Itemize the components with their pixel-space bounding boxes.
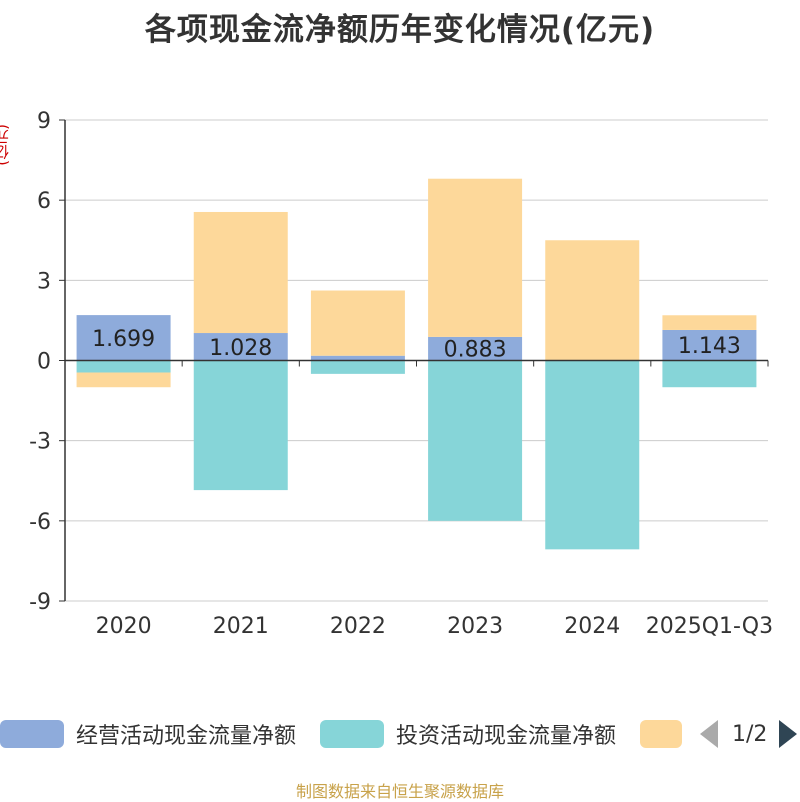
data-label: 1.699 xyxy=(92,327,155,352)
bar-segment-third xyxy=(194,212,288,333)
y-tick-label: -9 xyxy=(29,590,51,615)
bar-segment-third xyxy=(311,291,405,356)
legend-swatch-investing xyxy=(320,720,384,748)
legend-swatch-third xyxy=(640,720,682,748)
bar-segment-investing xyxy=(194,361,288,491)
bar-segment-third xyxy=(545,240,639,360)
y-tick-label: 0 xyxy=(37,350,51,375)
x-tick-label: 2020 xyxy=(96,614,152,639)
bar-segment-investing xyxy=(545,361,639,549)
data-label: 0.883 xyxy=(444,338,507,363)
y-tick-label: -3 xyxy=(29,430,51,455)
legend-page-indicator: 1/2 xyxy=(732,722,767,747)
data-source-footer: 制图数据来自恒生聚源数据库 xyxy=(0,778,800,802)
bar-chart: 9 6 3 0 -3 -6 -9 2020 2021 2022 2023 2024 2025Q1-Q3 1… xyxy=(0,0,800,700)
bar-segment-third xyxy=(77,373,171,388)
x-tick-label: 2022 xyxy=(330,614,386,639)
legend-item-operating[interactable]: 经营活动现金流量净额 xyxy=(0,716,296,752)
data-label: 1.143 xyxy=(678,334,741,359)
bar-segment-investing xyxy=(428,361,522,521)
x-tick-label: 2023 xyxy=(447,614,503,639)
y-tick-label: 3 xyxy=(37,269,51,294)
legend: 经营活动现金流量净额 投资活动现金流量净额 1/2 xyxy=(0,716,800,752)
bar-segment-investing xyxy=(311,361,405,374)
y-tick-label: 6 xyxy=(37,189,51,214)
legend-label-operating: 经营活动现金流量净额 xyxy=(76,718,296,750)
x-tick-label: 2021 xyxy=(213,614,269,639)
y-tick-label: -6 xyxy=(29,510,51,535)
legend-item-third[interactable] xyxy=(640,716,682,752)
x-tick-label: 2024 xyxy=(564,614,620,639)
bar-segment-third xyxy=(662,315,756,330)
legend-next-arrow-icon[interactable] xyxy=(779,720,797,748)
legend-prev-arrow-icon[interactable] xyxy=(700,720,718,748)
legend-item-investing[interactable]: 投资活动现金流量净额 xyxy=(320,716,616,752)
bar-segment-investing xyxy=(77,361,171,373)
legend-pager: 1/2 xyxy=(700,716,797,752)
x-tick-label: 2025Q1-Q3 xyxy=(646,614,773,639)
legend-swatch-operating xyxy=(0,720,64,748)
y-tick-label: 9 xyxy=(37,109,51,134)
legend-label-investing: 投资活动现金流量净额 xyxy=(396,718,616,750)
bar-segment-third xyxy=(428,179,522,337)
data-label: 1.028 xyxy=(209,336,272,361)
bar-segment-investing xyxy=(662,361,756,388)
